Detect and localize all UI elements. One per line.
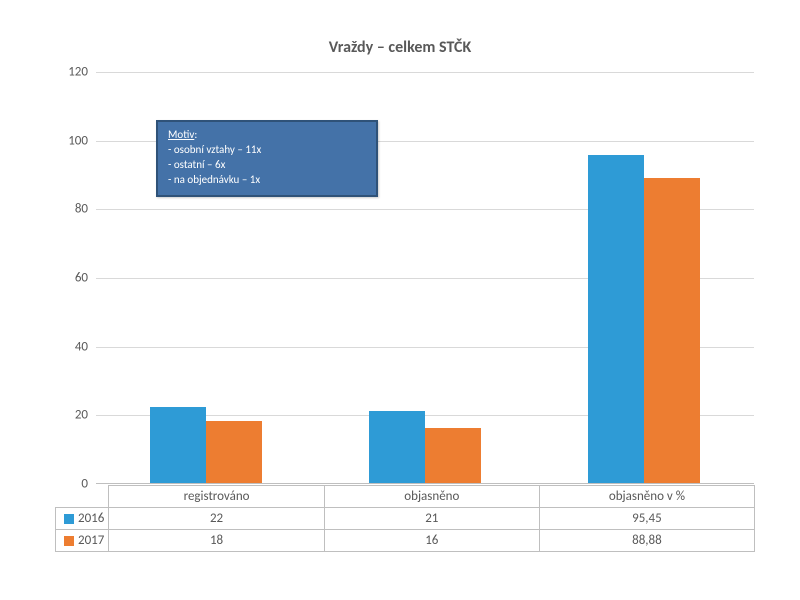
y-tick-label: 80 <box>75 202 88 217</box>
y-tick-label: 40 <box>75 339 88 354</box>
bar <box>150 407 206 483</box>
table-cell: 16 <box>324 530 539 552</box>
callout-item: - na objednávku – 1x <box>168 173 366 188</box>
y-tick-label: 120 <box>68 65 88 80</box>
table-row: 2016 222195,45 <box>56 508 755 530</box>
table-cell: 21 <box>324 508 539 530</box>
bar <box>644 178 700 483</box>
y-tick-label: 60 <box>75 271 88 286</box>
callout-item: - osobní vztahy – 11x <box>168 143 366 158</box>
y-tick-label: 20 <box>75 408 88 423</box>
table-cell: 18 <box>109 530 324 552</box>
callout-item: - ostatní – 6x <box>168 158 366 173</box>
bar <box>425 428 481 483</box>
legend-swatch <box>64 536 74 546</box>
table-row: 2017 181688,88 <box>56 530 755 552</box>
table-corner <box>56 486 109 508</box>
table-cell: 22 <box>109 508 324 530</box>
legend-label: 2016 <box>78 511 104 526</box>
legend-cell: 2016 <box>56 508 109 530</box>
category-group <box>535 72 754 483</box>
table-row: registrovánoobjasněnoobjasněno v % <box>56 486 755 508</box>
callout-heading-suffix: : <box>194 128 197 141</box>
data-table: registrovánoobjasněnoobjasněno v % 2016 22… <box>55 485 755 552</box>
callout-heading: Motiv <box>168 128 194 141</box>
table-header-cell: objasněno v % <box>539 486 754 508</box>
y-tick-label: 100 <box>68 133 88 148</box>
chart-title: Vraždy – celkem STČK <box>0 38 800 57</box>
legend-label: 2017 <box>78 533 104 548</box>
legend-cell: 2017 <box>56 530 109 552</box>
bar <box>206 421 262 483</box>
motiv-callout: Motiv: - osobní vztahy – 11x- ostatní – … <box>156 120 378 197</box>
table-header-cell: registrováno <box>109 486 324 508</box>
legend-swatch <box>64 514 74 524</box>
table-cell: 95,45 <box>539 508 754 530</box>
bar <box>588 155 644 483</box>
callout-items: - osobní vztahy – 11x- ostatní – 6x- na … <box>168 143 366 188</box>
table-header-cell: objasněno <box>324 486 539 508</box>
chart-container: Vraždy – celkem STČK 020406080100120 Mot… <box>0 0 800 600</box>
table-cell: 88,88 <box>539 530 754 552</box>
bar <box>369 411 425 483</box>
